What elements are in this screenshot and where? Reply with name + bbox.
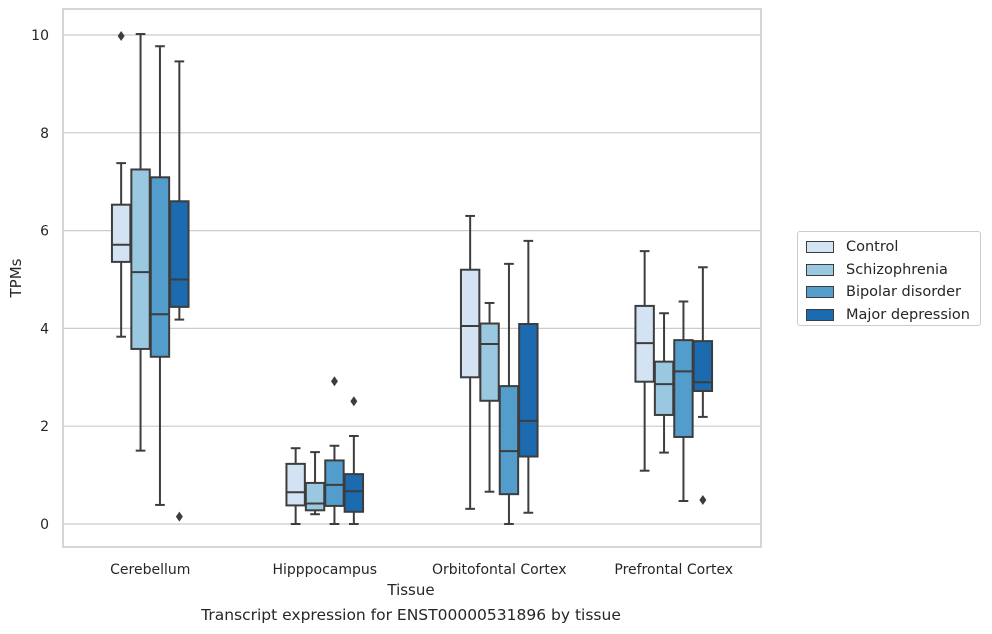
box-body [692,340,714,392]
y-tick-label: 2 [40,419,49,435]
legend-item: Schizophrenia [806,259,972,282]
x-tick-label: Orbitofontal Cortex [432,562,567,578]
outlier-point [350,396,358,407]
box-3-3 [692,266,714,506]
outlier-point [699,495,707,506]
legend-swatch [806,286,834,299]
chart-caption: Transcript expression for ENST0000053189… [201,606,621,624]
y-tick-label: 0 [40,517,49,533]
outlier-point [330,376,338,387]
legend-item: Bipolar disorder [806,281,972,304]
legend-swatch [806,308,834,321]
box-body [110,203,132,263]
legend-swatch [806,241,834,254]
box-body [653,360,675,416]
box-body [518,322,539,458]
y-tick-label: 10 [31,28,49,44]
box-2-0 [459,214,481,510]
box-body [673,339,694,438]
box-3-2 [673,300,694,503]
box-0-3 [169,60,190,522]
outlier-point [117,30,125,41]
box-1-1 [304,451,326,516]
legend-swatch [806,263,834,276]
box-2-3 [518,239,539,514]
box-body [479,322,500,402]
box-1-2 [324,376,345,525]
box-body [285,462,306,507]
box-body [304,481,326,512]
legend-label: Control [846,239,899,256]
plot-frame [62,8,762,548]
outlier-point [175,511,183,522]
x-tick-label: Cerebellum [110,562,190,578]
y-tick-label: 6 [40,224,49,240]
axes: 0 2 4 6 8 10 Cerebellum Hipppocampus Orbitofonta… [31,8,762,578]
box-1-3 [343,396,365,525]
box-body [498,385,520,496]
box-body [169,200,190,308]
box-body [459,268,481,379]
box-body [343,473,365,513]
legend-label: Bipolar disorder [846,284,961,301]
legend-item: Control [806,236,972,259]
box-1-0 [285,447,306,525]
y-tick-label: 8 [40,126,49,142]
box-body [324,459,345,507]
box-body [130,168,151,350]
box-3-0 [634,250,655,472]
box-2-1 [479,301,500,493]
box-0-0 [110,30,132,338]
legend-item: Major depression [806,304,972,327]
legend: Control Schizophrenia Bipolar disorder Majo… [797,231,981,326]
legend-label: Schizophrenia [846,261,948,278]
boxes [110,30,714,525]
x-axis-label: Tissue [386,581,434,599]
x-tick-label: Hipppocampus [272,562,377,578]
y-tick-label: 4 [40,321,49,337]
box-2-2 [498,262,520,525]
y-axis-label: TPMs [7,258,25,298]
legend-label: Major depression [846,306,970,323]
box-0-2 [149,45,171,506]
x-tick-label: Prefrontal Cortex [614,562,733,578]
box-3-1 [653,312,675,454]
box-0-1 [130,33,151,452]
box-body [149,176,171,358]
